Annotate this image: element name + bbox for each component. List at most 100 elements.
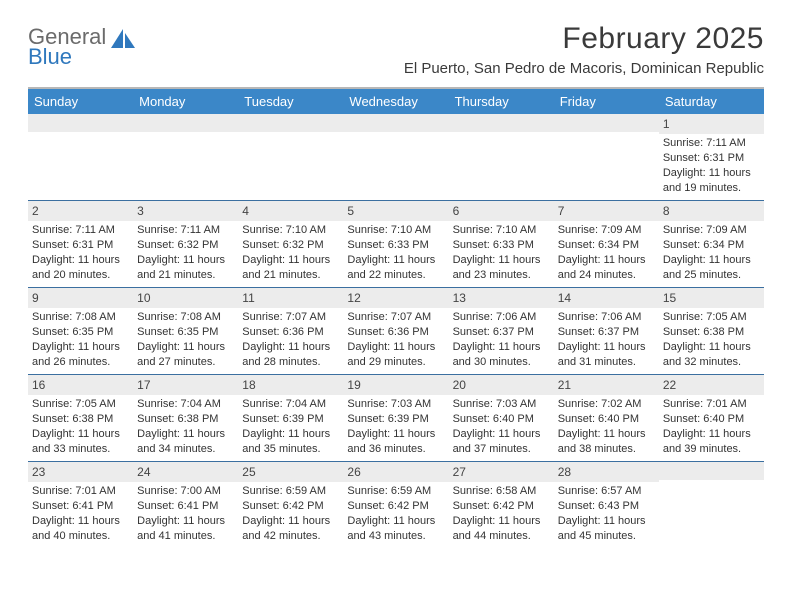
daylight-line: Daylight: 11 hours and 33 minutes. bbox=[32, 427, 129, 457]
daylight-line: Daylight: 11 hours and 43 minutes. bbox=[347, 514, 444, 544]
daylight-line: Daylight: 11 hours and 41 minutes. bbox=[137, 514, 234, 544]
day-cell bbox=[238, 114, 343, 200]
day-cell: 4Sunrise: 7:10 AMSunset: 6:32 PMDaylight… bbox=[238, 201, 343, 287]
sunrise-line: Sunrise: 6:58 AM bbox=[453, 484, 550, 499]
sunset-line: Sunset: 6:32 PM bbox=[242, 238, 339, 253]
day-number: 28 bbox=[554, 462, 659, 482]
day-cell: 18Sunrise: 7:04 AMSunset: 6:39 PMDayligh… bbox=[238, 375, 343, 461]
sunrise-line: Sunrise: 7:07 AM bbox=[347, 310, 444, 325]
sunrise-line: Sunrise: 7:06 AM bbox=[558, 310, 655, 325]
sunrise-line: Sunrise: 6:59 AM bbox=[347, 484, 444, 499]
day-cell bbox=[133, 114, 238, 200]
weekday-header: Thursday bbox=[449, 89, 554, 114]
day-cell: 22Sunrise: 7:01 AMSunset: 6:40 PMDayligh… bbox=[659, 375, 764, 461]
weekday-header: Saturday bbox=[659, 89, 764, 114]
sunset-line: Sunset: 6:38 PM bbox=[137, 412, 234, 427]
day-cell bbox=[554, 114, 659, 200]
daylight-line: Daylight: 11 hours and 40 minutes. bbox=[32, 514, 129, 544]
sunrise-line: Sunrise: 7:03 AM bbox=[347, 397, 444, 412]
sunset-line: Sunset: 6:42 PM bbox=[242, 499, 339, 514]
sunset-line: Sunset: 6:41 PM bbox=[137, 499, 234, 514]
day-cell: 16Sunrise: 7:05 AMSunset: 6:38 PMDayligh… bbox=[28, 375, 133, 461]
day-cell bbox=[28, 114, 133, 200]
day-cell: 20Sunrise: 7:03 AMSunset: 6:40 PMDayligh… bbox=[449, 375, 554, 461]
page-subtitle: El Puerto, San Pedro de Macoris, Dominic… bbox=[404, 60, 764, 77]
day-number: 3 bbox=[133, 201, 238, 221]
daylight-line: Daylight: 11 hours and 19 minutes. bbox=[663, 166, 760, 196]
day-cell: 26Sunrise: 6:59 AMSunset: 6:42 PMDayligh… bbox=[343, 462, 448, 548]
sunrise-line: Sunrise: 7:05 AM bbox=[32, 397, 129, 412]
day-number: 9 bbox=[28, 288, 133, 308]
sunset-line: Sunset: 6:38 PM bbox=[32, 412, 129, 427]
day-number: 24 bbox=[133, 462, 238, 482]
day-number: 14 bbox=[554, 288, 659, 308]
day-number: 15 bbox=[659, 288, 764, 308]
daylight-line: Daylight: 11 hours and 28 minutes. bbox=[242, 340, 339, 370]
sunrise-line: Sunrise: 6:57 AM bbox=[558, 484, 655, 499]
sunrise-line: Sunrise: 7:10 AM bbox=[242, 223, 339, 238]
sunset-line: Sunset: 6:33 PM bbox=[453, 238, 550, 253]
day-number bbox=[659, 462, 764, 480]
day-number: 11 bbox=[238, 288, 343, 308]
day-number bbox=[238, 114, 343, 132]
day-number: 19 bbox=[343, 375, 448, 395]
daylight-line: Daylight: 11 hours and 32 minutes. bbox=[663, 340, 760, 370]
day-cell: 28Sunrise: 6:57 AMSunset: 6:43 PMDayligh… bbox=[554, 462, 659, 548]
daylight-line: Daylight: 11 hours and 29 minutes. bbox=[347, 340, 444, 370]
day-number: 6 bbox=[449, 201, 554, 221]
daylight-line: Daylight: 11 hours and 27 minutes. bbox=[137, 340, 234, 370]
daylight-line: Daylight: 11 hours and 26 minutes. bbox=[32, 340, 129, 370]
day-cell bbox=[343, 114, 448, 200]
day-cell: 2Sunrise: 7:11 AMSunset: 6:31 PMDaylight… bbox=[28, 201, 133, 287]
daylight-line: Daylight: 11 hours and 23 minutes. bbox=[453, 253, 550, 283]
daylight-line: Daylight: 11 hours and 21 minutes. bbox=[242, 253, 339, 283]
sunrise-line: Sunrise: 7:11 AM bbox=[137, 223, 234, 238]
weekday-header: Friday bbox=[554, 89, 659, 114]
day-cell: 9Sunrise: 7:08 AMSunset: 6:35 PMDaylight… bbox=[28, 288, 133, 374]
day-number bbox=[28, 114, 133, 132]
day-number: 23 bbox=[28, 462, 133, 482]
sunset-line: Sunset: 6:37 PM bbox=[558, 325, 655, 340]
sunrise-line: Sunrise: 7:01 AM bbox=[663, 397, 760, 412]
day-number: 7 bbox=[554, 201, 659, 221]
week-row: 1Sunrise: 7:11 AMSunset: 6:31 PMDaylight… bbox=[28, 114, 764, 201]
day-number: 2 bbox=[28, 201, 133, 221]
day-number: 20 bbox=[449, 375, 554, 395]
daylight-line: Daylight: 11 hours and 45 minutes. bbox=[558, 514, 655, 544]
daylight-line: Daylight: 11 hours and 35 minutes. bbox=[242, 427, 339, 457]
brand-logo: General Blue bbox=[28, 22, 136, 68]
sunset-line: Sunset: 6:35 PM bbox=[32, 325, 129, 340]
sunrise-line: Sunrise: 7:11 AM bbox=[663, 136, 760, 151]
day-cell: 23Sunrise: 7:01 AMSunset: 6:41 PMDayligh… bbox=[28, 462, 133, 548]
title-block: February 2025 El Puerto, San Pedro de Ma… bbox=[404, 22, 764, 77]
sunset-line: Sunset: 6:31 PM bbox=[663, 151, 760, 166]
day-cell: 8Sunrise: 7:09 AMSunset: 6:34 PMDaylight… bbox=[659, 201, 764, 287]
day-cell: 19Sunrise: 7:03 AMSunset: 6:39 PMDayligh… bbox=[343, 375, 448, 461]
sunrise-line: Sunrise: 7:00 AM bbox=[137, 484, 234, 499]
daylight-line: Daylight: 11 hours and 37 minutes. bbox=[453, 427, 550, 457]
sunset-line: Sunset: 6:36 PM bbox=[347, 325, 444, 340]
day-cell bbox=[659, 462, 764, 548]
brand-word2: Blue bbox=[28, 46, 106, 68]
day-number: 17 bbox=[133, 375, 238, 395]
sunset-line: Sunset: 6:31 PM bbox=[32, 238, 129, 253]
sunset-line: Sunset: 6:35 PM bbox=[137, 325, 234, 340]
daylight-line: Daylight: 11 hours and 38 minutes. bbox=[558, 427, 655, 457]
day-number: 27 bbox=[449, 462, 554, 482]
sunset-line: Sunset: 6:33 PM bbox=[347, 238, 444, 253]
weekday-header: Wednesday bbox=[343, 89, 448, 114]
sunset-line: Sunset: 6:42 PM bbox=[347, 499, 444, 514]
day-number bbox=[343, 114, 448, 132]
sunset-line: Sunset: 6:39 PM bbox=[347, 412, 444, 427]
daylight-line: Daylight: 11 hours and 44 minutes. bbox=[453, 514, 550, 544]
daylight-line: Daylight: 11 hours and 21 minutes. bbox=[137, 253, 234, 283]
day-cell: 27Sunrise: 6:58 AMSunset: 6:42 PMDayligh… bbox=[449, 462, 554, 548]
calendar-page: General Blue February 2025 El Puerto, Sa… bbox=[0, 0, 792, 558]
day-cell bbox=[449, 114, 554, 200]
day-cell: 25Sunrise: 6:59 AMSunset: 6:42 PMDayligh… bbox=[238, 462, 343, 548]
sunrise-line: Sunrise: 7:06 AM bbox=[453, 310, 550, 325]
weekday-header: Sunday bbox=[28, 89, 133, 114]
sunrise-line: Sunrise: 7:11 AM bbox=[32, 223, 129, 238]
day-cell: 17Sunrise: 7:04 AMSunset: 6:38 PMDayligh… bbox=[133, 375, 238, 461]
day-cell: 7Sunrise: 7:09 AMSunset: 6:34 PMDaylight… bbox=[554, 201, 659, 287]
